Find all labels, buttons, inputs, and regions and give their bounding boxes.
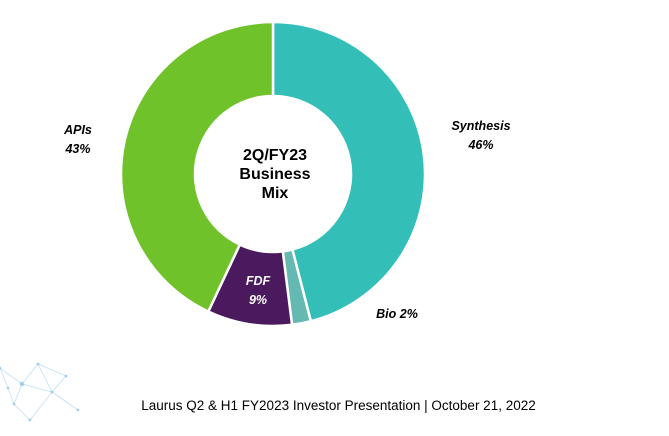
- network-link: [37, 363, 67, 377]
- network-node: [76, 408, 80, 412]
- donut-center-title: 2Q/FY23 Business Mix: [220, 146, 330, 203]
- slice-label-apis-name: APIs: [64, 123, 92, 137]
- network-link: [13, 383, 23, 405]
- network-node: [19, 381, 25, 387]
- slice-label-synthesis: Synthesis 46%: [436, 117, 526, 155]
- network-node: [36, 362, 40, 366]
- center-title-line-1: 2Q/FY23: [242, 147, 308, 164]
- center-title-line-3: Mix: [261, 185, 289, 202]
- network-link: [37, 363, 53, 393]
- slice-label-bio-value: 2%: [399, 307, 418, 321]
- network-link: [51, 391, 79, 411]
- slice-label-fdf-name: FDF: [245, 274, 271, 288]
- center-title-line-2: Business: [239, 166, 311, 183]
- slice-label-bio: Bio 2%: [362, 305, 432, 324]
- slice-apis: [119, 20, 275, 314]
- network-node: [6, 386, 10, 390]
- slice-label-fdf: FDF 9%: [230, 272, 286, 310]
- network-node: [0, 366, 2, 370]
- network-link: [13, 403, 31, 421]
- network-node: [28, 418, 32, 422]
- footer-text: Laurus Q2 & H1 FY2023 Investor Presentat…: [141, 398, 536, 413]
- slice-label-fdf-value: 9%: [248, 293, 268, 307]
- slice-label-bio-name: Bio: [376, 307, 397, 321]
- network-link: [29, 391, 53, 421]
- network-node: [12, 402, 16, 406]
- network-link: [7, 387, 15, 405]
- footer: Laurus Q2 & H1 FY2023 Investor Presentat…: [0, 398, 669, 413]
- network-link: [21, 363, 39, 385]
- slice-label-synthesis-value: 46%: [468, 138, 494, 152]
- network-link: [0, 367, 9, 389]
- slice-synthesis: [271, 20, 427, 323]
- slice-label-synthesis-name: Synthesis: [451, 119, 511, 133]
- slice-label-apis: APIs 43%: [50, 121, 106, 159]
- slice-label-apis-value: 43%: [65, 142, 91, 156]
- network-link: [21, 383, 53, 393]
- network-link: [0, 367, 23, 385]
- network-node: [64, 374, 68, 378]
- donut-slices: [119, 20, 427, 328]
- network-graphic-decoration: [0, 362, 80, 422]
- network-node: [50, 390, 54, 394]
- network-link: [51, 375, 67, 393]
